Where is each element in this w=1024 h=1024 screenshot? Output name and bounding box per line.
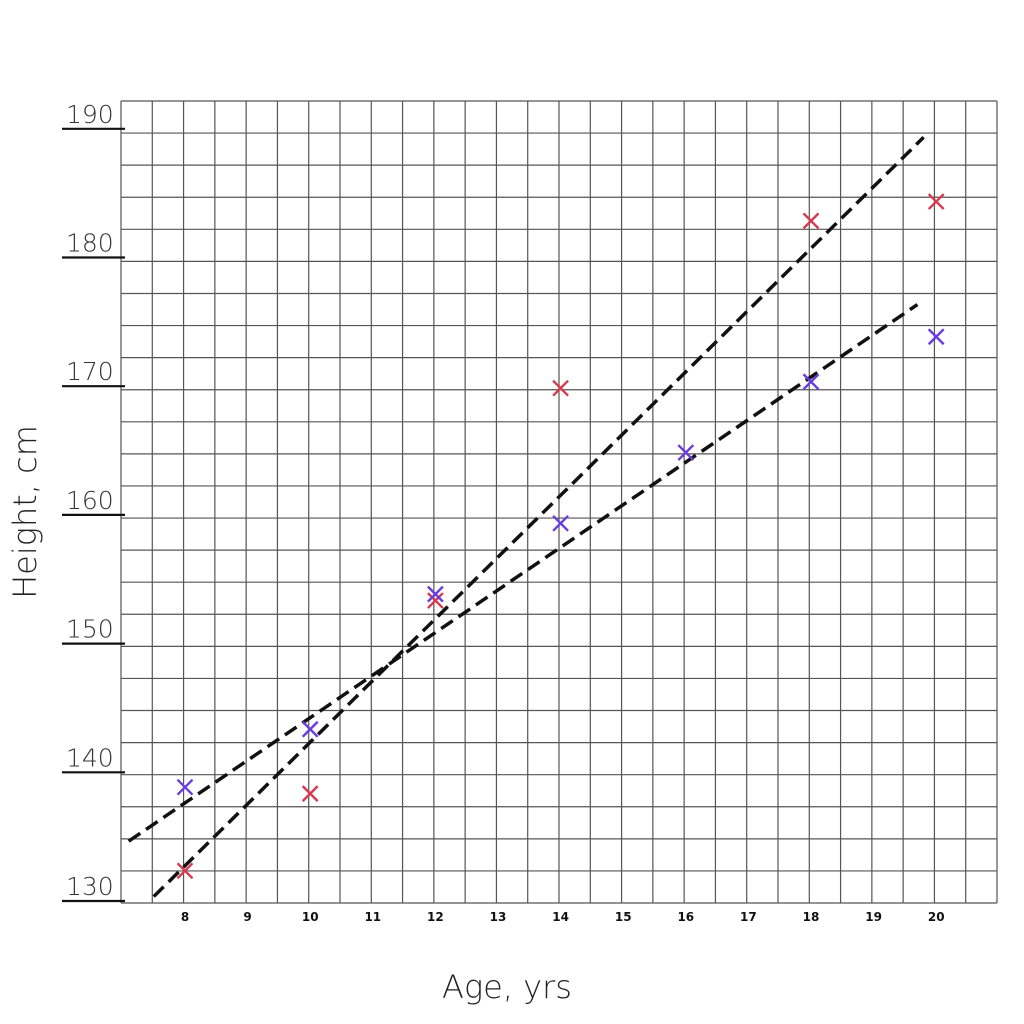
y-tick-label: 150 <box>66 615 114 644</box>
marker-stroke <box>427 585 444 603</box>
marker-stroke <box>802 373 820 391</box>
x-tick-label: 15 <box>615 910 632 924</box>
y-axis: 130 140 150 160 170 180 190 <box>62 100 125 903</box>
x-tick-label: 13 <box>490 910 507 924</box>
x-tick-label: 9 <box>243 910 251 924</box>
x-tick-label: 10 <box>302 910 319 924</box>
x-tick-label: 14 <box>552 910 569 924</box>
marker-stroke <box>552 379 569 397</box>
x-tick-label: 16 <box>677 910 694 924</box>
x-tick-label: 18 <box>803 910 820 924</box>
y-tick-label: 180 <box>66 229 114 258</box>
y-tick-label: 140 <box>66 743 114 772</box>
marker-stroke <box>927 328 945 346</box>
data-point-marker <box>802 212 820 230</box>
data-point-marker <box>301 720 319 738</box>
data-point-marker <box>427 585 444 603</box>
data-point-marker <box>301 785 319 802</box>
x-tick-label: 19 <box>865 910 882 924</box>
marker-stroke <box>176 862 194 880</box>
x-axis: 8 9 10 11 12 13 14 15 16 17 18 19 20 <box>181 910 945 924</box>
data-point-marker <box>552 514 569 532</box>
grid <box>120 100 998 904</box>
data-point-marker <box>927 328 945 346</box>
trend-line <box>152 135 925 898</box>
x-tick-label: 20 <box>928 910 945 924</box>
y-tick-label: 190 <box>66 100 114 129</box>
x-tick-label: 12 <box>427 910 444 924</box>
data-point-marker <box>176 778 194 796</box>
trend-line <box>127 303 919 843</box>
data-points <box>176 193 945 880</box>
marker-stroke <box>176 778 194 796</box>
y-tick-label: 130 <box>66 872 114 901</box>
marker-stroke <box>927 193 945 210</box>
marker-stroke <box>427 592 444 609</box>
trend-lines <box>127 135 925 898</box>
x-tick-label: 8 <box>181 910 189 924</box>
y-tick-label: 160 <box>66 486 114 515</box>
data-point-marker <box>427 592 444 609</box>
marker-stroke <box>802 212 820 230</box>
data-point-marker <box>176 862 194 880</box>
data-point-marker <box>927 193 945 210</box>
x-axis-label: Age, yrs <box>442 968 572 1006</box>
data-point-marker <box>677 444 695 461</box>
marker-stroke <box>552 514 569 532</box>
marker-stroke <box>301 720 319 738</box>
data-point-marker <box>552 379 569 397</box>
x-tick-label: 11 <box>364 910 381 924</box>
y-axis-label: Height, cm <box>6 425 44 599</box>
y-tick-label: 170 <box>66 357 114 386</box>
x-tick-label: 17 <box>740 910 757 924</box>
marker-stroke <box>677 444 695 461</box>
data-point-marker <box>802 373 820 391</box>
marker-stroke <box>301 785 319 802</box>
